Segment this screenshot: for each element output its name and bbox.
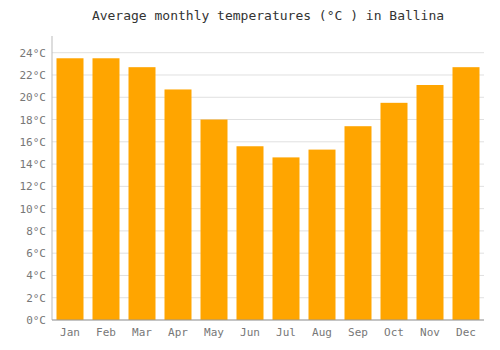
- x-tick-label: Jun: [240, 326, 260, 339]
- y-tick-label: 18°C: [20, 114, 47, 127]
- x-axis-line: [52, 320, 484, 321]
- bars: [57, 58, 480, 320]
- x-tick-label: Nov: [420, 326, 440, 339]
- y-tick-label: 4°C: [26, 269, 46, 282]
- bar: [237, 146, 264, 320]
- x-tick-label: Sep: [348, 326, 368, 339]
- y-tick-label: 24°C: [20, 47, 47, 60]
- bar: [57, 58, 84, 320]
- bar: [201, 120, 228, 320]
- bar: [381, 103, 408, 320]
- chart: Average monthly temperatures (°C ) in Ba…: [0, 0, 500, 350]
- bar: [417, 85, 444, 320]
- bar: [273, 157, 300, 320]
- y-tick-label: 22°C: [20, 69, 47, 82]
- y-tick-label: 16°C: [20, 136, 47, 149]
- x-tick-label: May: [204, 326, 224, 339]
- y-tick-label: 2°C: [26, 292, 46, 305]
- grid: [52, 53, 484, 320]
- x-tick-label: Aug: [312, 326, 332, 339]
- bar: [165, 89, 192, 320]
- title: Average monthly temperatures (°C ) in Ba…: [92, 8, 444, 23]
- y-tick-label: 14°C: [20, 158, 47, 171]
- y-tick-label: 0°C: [26, 314, 46, 327]
- x-tick-label: Mar: [132, 326, 152, 339]
- y-tick-label: 12°C: [20, 180, 47, 193]
- bar: [345, 126, 372, 320]
- y-tick-label: 10°C: [20, 203, 47, 216]
- bar: [93, 58, 120, 320]
- x-tick-label: Apr: [168, 326, 188, 339]
- y-tick-label: 6°C: [26, 247, 46, 260]
- y-tick-label: 8°C: [26, 225, 46, 238]
- chart-container: Average monthly temperatures (°C ) in Ba…: [0, 0, 500, 350]
- grid-line: [52, 320, 484, 321]
- y-tick-label: 20°C: [20, 91, 47, 104]
- grid-line: [52, 52, 484, 53]
- y-axis-line: [52, 36, 53, 320]
- bar: [453, 67, 480, 320]
- x-tick-label: Dec: [456, 326, 476, 339]
- x-tick-label: Jan: [60, 326, 80, 339]
- bar: [129, 67, 156, 320]
- bar: [309, 150, 336, 320]
- x-tick-label: Jul: [276, 326, 296, 339]
- x-tick-label: Oct: [384, 326, 404, 339]
- x-tick-label: Feb: [96, 326, 116, 339]
